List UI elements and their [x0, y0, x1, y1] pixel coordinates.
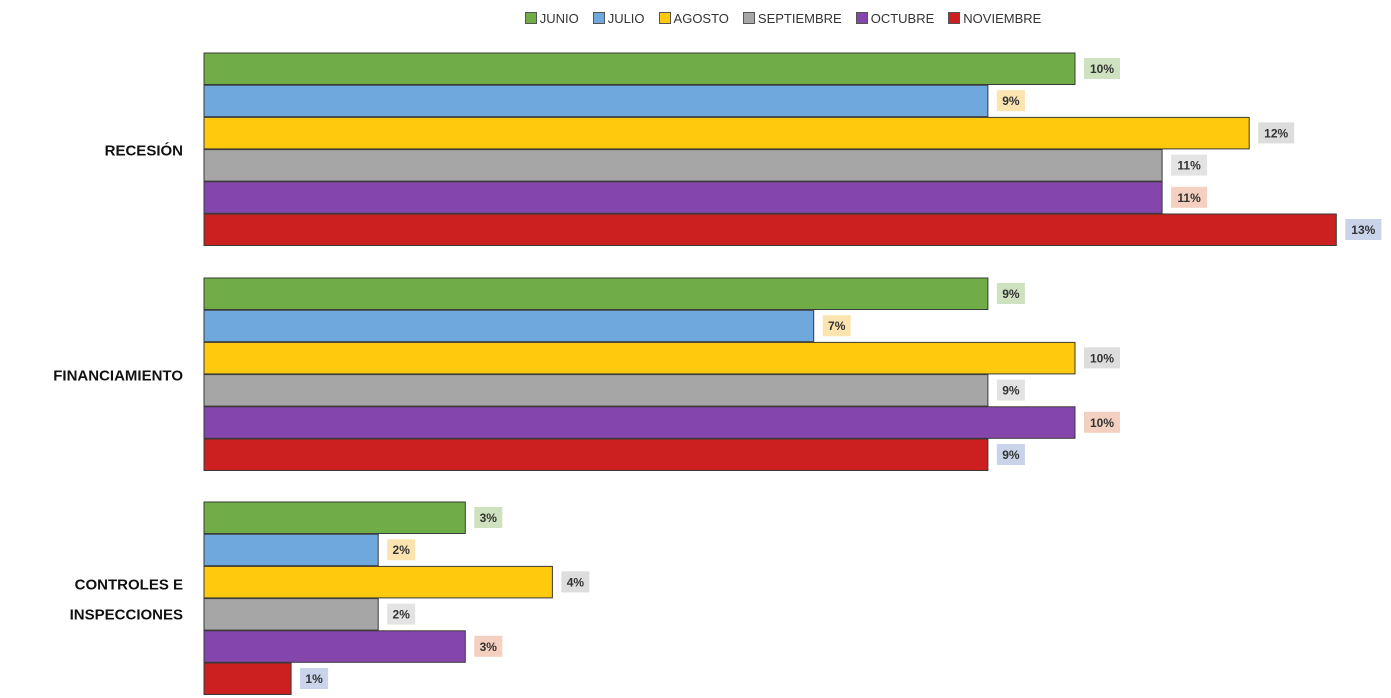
data-label: 4% [567, 575, 585, 589]
data-label-box [996, 444, 1025, 465]
category-label: CONTROLES E [75, 577, 183, 594]
category-label: FINANCIAMIENTO [53, 368, 183, 385]
legend-item-julio: JULIO [592, 8, 645, 28]
data-label: 9% [1002, 448, 1020, 462]
data-label-box [1345, 219, 1382, 240]
data-label: 2% [393, 608, 411, 622]
data-label: 11% [1177, 191, 1201, 205]
data-label-box [561, 571, 590, 593]
bar-septiembre [203, 598, 379, 631]
bar-septiembre [203, 374, 989, 407]
legend-swatch [658, 12, 671, 24]
data-label-box [1171, 186, 1208, 208]
data-label-box [1084, 411, 1120, 433]
category-label: RECESIÓN [105, 142, 183, 160]
bar-agosto [203, 116, 1250, 150]
data-label: 10% [1090, 62, 1114, 76]
data-label: 3% [480, 640, 498, 654]
bar-junio [203, 277, 989, 310]
data-label: 9% [1002, 287, 1020, 301]
legend: JUNIO JULIO AGOSTO SEPTIEMBRE OCTUBRE NOVIEMB… [0, 8, 1391, 28]
data-label: 9% [1002, 94, 1020, 108]
legend-item-agosto: AGOSTO [658, 8, 729, 28]
legend-item-noviembre: NOVIEMBRE [948, 8, 1041, 28]
legend-swatch [524, 12, 537, 24]
data-label-box [387, 539, 416, 561]
data-label-box [996, 379, 1025, 401]
data-label: 10% [1090, 416, 1114, 430]
legend-label: JULIO [607, 10, 645, 26]
legend-item-octubre: OCTUBRE [855, 8, 935, 28]
data-label: 3% [480, 511, 498, 525]
bar-junio [203, 501, 466, 534]
legend-swatch [855, 12, 868, 24]
bar-noviembre [203, 438, 989, 471]
legend-swatch [948, 12, 961, 24]
bar-septiembre [203, 149, 1163, 182]
data-label: 2% [393, 543, 411, 557]
data-label-box [822, 315, 851, 337]
data-label-box [996, 283, 1025, 304]
data-label-box [474, 635, 503, 657]
bar-julio [203, 533, 379, 567]
legend-label: NOVIEMBRE [963, 10, 1042, 26]
data-label-box [1084, 347, 1120, 369]
legend-label: JUNIO [539, 10, 579, 26]
bar-julio [203, 309, 815, 343]
data-label: 7% [828, 319, 846, 333]
legend-item-junio: JUNIO [524, 8, 579, 28]
bar-octubre [203, 181, 1163, 214]
data-label-box [387, 603, 416, 625]
bar-octubre [203, 406, 1076, 439]
data-label: 1% [305, 672, 323, 686]
data-label-box [1171, 154, 1208, 176]
bar-agosto [203, 341, 1076, 375]
data-label-box [1258, 122, 1295, 144]
data-label: 11% [1177, 159, 1201, 173]
bar-octubre [203, 630, 466, 663]
bar-noviembre [203, 662, 292, 695]
data-label: 12% [1264, 126, 1288, 140]
legend-item-septiembre: SEPTIEMBRE [742, 8, 842, 28]
data-label-box [300, 668, 329, 689]
data-label-box [474, 507, 503, 528]
data-label-box [1084, 58, 1120, 79]
legend-swatch [592, 12, 605, 24]
data-label: 13% [1351, 223, 1375, 237]
bar-julio [203, 84, 989, 118]
category-label: INSPECCIONES [70, 607, 183, 624]
data-label-box [996, 90, 1025, 112]
legend-label: AGOSTO [673, 10, 729, 26]
data-label: 10% [1090, 351, 1114, 365]
data-label: 9% [1002, 384, 1020, 398]
legend-label: SEPTIEMBRE [757, 10, 842, 26]
bar-agosto [203, 565, 553, 599]
legend-label: OCTUBRE [870, 10, 935, 26]
bar-junio [203, 52, 1076, 85]
bar-noviembre [203, 213, 1337, 246]
legend-swatch [742, 12, 755, 24]
